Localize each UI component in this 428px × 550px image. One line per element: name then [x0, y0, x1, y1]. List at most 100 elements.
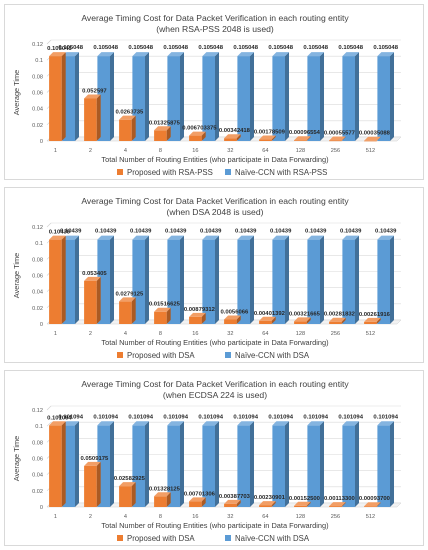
bar-2-proposed-64 — [259, 501, 276, 507]
bar-1-proposed-512-front — [364, 321, 377, 324]
x-tick-label: 512 — [366, 514, 375, 520]
bar-2-naive-512 — [377, 421, 394, 507]
bar-2-naive-8 — [167, 421, 184, 507]
data-label-proposed: 0.01516625 — [149, 302, 181, 308]
data-label-naive: 0.10439 — [165, 229, 187, 235]
data-label-proposed: 0.0509175 — [80, 456, 109, 462]
chart-panel-dsa: Average Timing Cost for Data Packet Veri… — [4, 187, 424, 363]
bar-1-naive-16-front — [202, 239, 215, 324]
data-label-naive: 0.105048 — [338, 45, 363, 51]
bar-1-naive-16-side — [215, 235, 219, 324]
bar-2-naive-64-top — [272, 421, 289, 426]
bar-1-naive-256-front — [342, 239, 355, 324]
data-label-naive: 0.10439 — [95, 229, 117, 235]
bar-1-naive-2-top — [97, 235, 114, 240]
bar-1-naive-256 — [342, 235, 359, 324]
bar-0-naive-4-side — [145, 52, 149, 142]
bar-1-proposed-1-side — [61, 235, 66, 324]
bar-1-proposed-256-top — [329, 317, 346, 322]
bar-1-proposed-128-top — [294, 317, 311, 322]
bar-0-proposed-32 — [224, 134, 241, 141]
bar-1-proposed-4-top — [119, 297, 136, 302]
data-label-naive: 0.105048 — [58, 45, 83, 51]
bar-0-naive-512 — [377, 52, 394, 142]
bar-1-proposed-16-side — [201, 312, 206, 324]
y-tick-label: 0 — [40, 322, 43, 328]
bar-2-naive-128 — [307, 421, 324, 507]
bar-1-proposed-128-front — [294, 321, 307, 324]
bar-0-proposed-4 — [119, 115, 136, 141]
x-axis-label: Total Number of Routing Entities (who pa… — [101, 155, 328, 164]
bar-0-proposed-64 — [259, 135, 276, 141]
data-label-proposed: 0.00178509 — [254, 130, 286, 136]
chart-panel-ecdsa: Average Timing Cost for Data Packet Veri… — [4, 370, 424, 546]
bar-1-naive-128-side — [320, 235, 324, 324]
bar-0-naive-128-top — [307, 52, 324, 57]
bar-0-proposed-4-front — [119, 119, 132, 141]
bar-0-naive-128-front — [307, 56, 320, 142]
bar-0-naive-128-side — [320, 52, 324, 142]
data-label-proposed: 0.00152500 — [289, 496, 321, 502]
bar-2-proposed-512 — [364, 502, 381, 507]
bar-1-naive-64-top — [272, 235, 289, 240]
data-label-naive: 0.105048 — [373, 45, 398, 51]
bar-1-proposed-64-front — [259, 320, 272, 324]
chart-subtitle: (when RSA-PSS 2048 is used) — [156, 24, 274, 34]
bar-2-proposed-8-front — [154, 496, 167, 507]
bar-0-proposed-1-side — [61, 52, 66, 142]
x-tick-label: 128 — [296, 331, 305, 337]
data-label-proposed: 0.00093700 — [359, 496, 391, 502]
bar-0-naive-1-side — [75, 52, 79, 142]
bar-1-proposed-1-top — [49, 235, 66, 240]
data-label-proposed: 0.00401392 — [254, 311, 286, 317]
data-label-proposed: 0.00230901 — [254, 495, 286, 501]
gridline-depth — [46, 222, 52, 228]
data-label-naive: 0.101094 — [233, 414, 258, 420]
x-tick-label: 1 — [54, 514, 57, 520]
bar-2-naive-64 — [272, 421, 289, 507]
bar-0-proposed-8-front — [154, 130, 167, 141]
bar-2-proposed-512-front — [364, 506, 377, 507]
bar-0-naive-256 — [342, 52, 359, 142]
bar-2-proposed-16-front — [189, 501, 202, 507]
bar-1-proposed-8-front — [154, 311, 167, 324]
data-label-naive: 0.10439 — [130, 229, 152, 235]
bar-1-proposed-32-front — [224, 319, 237, 324]
chart-svg-ecdsa: Average Timing Cost for Data Packet Veri… — [12, 379, 402, 543]
bar-2-proposed-256-front — [329, 506, 342, 507]
bar-0-naive-512-top — [377, 52, 394, 57]
data-label-naive: 0.105048 — [128, 45, 153, 51]
bar-1-naive-64-front — [272, 239, 285, 324]
y-axis-label: Average Time — [12, 253, 21, 298]
bar-1-naive-256-top — [342, 235, 359, 240]
bar-0-proposed-32-front — [224, 138, 237, 141]
bar-2-proposed-128-front — [294, 505, 307, 507]
bar-2-proposed-2-side — [96, 461, 101, 507]
data-label-proposed: 0.02582925 — [114, 476, 146, 482]
bar-1-proposed-2-front — [84, 280, 97, 324]
data-label-proposed: 0.00342418 — [219, 128, 251, 134]
chart-panel-rsa-pss: Average Timing Cost for Data Packet Veri… — [4, 4, 424, 180]
bar-2-proposed-1-side — [61, 421, 66, 507]
bar-1-proposed-4-front — [119, 301, 132, 324]
bar-1-naive-512 — [377, 235, 394, 324]
bar-2-proposed-8-top — [154, 492, 171, 497]
bar-1-proposed-4-side — [131, 297, 136, 324]
bar-0-proposed-2-side — [96, 94, 101, 141]
y-tick-label: 0 — [40, 505, 43, 511]
legend-swatch-proposed — [117, 535, 123, 541]
legend-swatch-naive — [225, 352, 231, 358]
bar-0-proposed-8-top — [154, 126, 171, 131]
bar-0-proposed-256-front — [329, 140, 342, 142]
x-tick-label: 2 — [89, 148, 92, 154]
x-tick-label: 16 — [192, 514, 198, 520]
x-tick-label: 8 — [159, 148, 162, 154]
bar-0-proposed-1-top — [49, 52, 66, 57]
bar-2-proposed-8 — [154, 492, 171, 507]
bar-2-naive-8-top — [167, 421, 184, 426]
y-tick-label: 0.12 — [32, 408, 43, 414]
x-tick-label: 16 — [192, 331, 198, 337]
bar-1-naive-32-side — [250, 235, 254, 324]
chart-subtitle: (when ECDSA 224 is used) — [163, 390, 267, 400]
bar-2-proposed-2-front — [84, 465, 97, 507]
